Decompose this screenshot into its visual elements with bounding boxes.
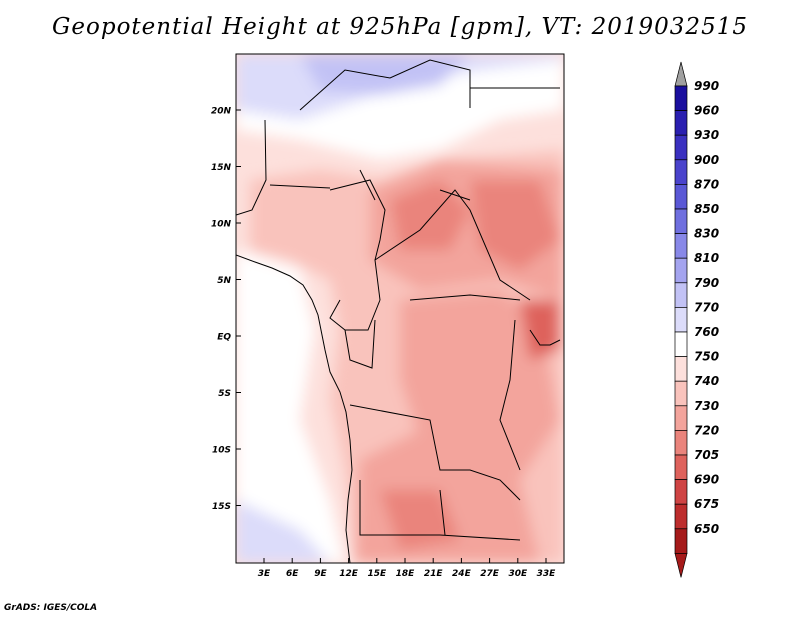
- colorbar-label: 730: [694, 399, 719, 413]
- colorbar-label: 850: [694, 202, 719, 216]
- colorbar-label: 690: [694, 473, 719, 487]
- colorbar-label: 770: [694, 300, 719, 314]
- colorbar-label: 870: [694, 177, 719, 191]
- page-title: Geopotential Height at 925hPa [gpm], VT:…: [52, 14, 748, 40]
- colorbar-swatch: [674, 257, 688, 284]
- colorbar-min-triangle: [674, 553, 688, 578]
- colorbar-swatch: [674, 110, 688, 136]
- lon-tick-label: 27E: [480, 569, 500, 579]
- colorbar-label: 675: [694, 497, 719, 511]
- colorbar-swatch: [674, 85, 688, 111]
- colorbar-label: 650: [694, 522, 719, 536]
- colorbar-label: 720: [694, 423, 719, 437]
- lon-tick-label: 21E: [424, 569, 444, 579]
- colorbar: 990 960 930 900 870 850 830 810 790 770 760 750 740 7…: [674, 61, 719, 578]
- colorbar-swatch: [674, 528, 688, 554]
- colorbar-label: 900: [694, 153, 719, 167]
- lat-tick-label: 20N: [211, 107, 232, 117]
- colorbar-label: 810: [694, 251, 719, 265]
- lon-tick-label: 30E: [508, 569, 528, 579]
- lat-tick-label: 15S: [212, 502, 231, 512]
- lat-tick-label: 10N: [211, 220, 232, 230]
- lon-tick-label: 33E: [537, 569, 557, 579]
- colorbar-label: 990: [694, 79, 719, 93]
- colorbar-swatch: [674, 356, 688, 382]
- colorbar-label: 705: [694, 448, 719, 462]
- lon-tick-label: 9E: [314, 569, 327, 579]
- colorbar-swatch: [674, 479, 688, 505]
- colorbar-swatch: [674, 405, 688, 431]
- colorbar-label: 930: [694, 128, 719, 142]
- colorbar-swatch: [674, 331, 688, 357]
- lat-tick-label: EQ: [217, 333, 231, 343]
- colorbar-swatch: [674, 430, 688, 456]
- lon-tick-label: 12E: [339, 569, 359, 579]
- colorbar-swatch: [674, 233, 688, 259]
- longitude-axis: 3E 6E 9E 12E 15E 18E 21E 24E 27E 30E 33E: [258, 558, 556, 579]
- colorbar-swatch: [674, 134, 688, 161]
- colorbar-swatch: [674, 307, 688, 333]
- colorbar-label: 960: [694, 104, 719, 118]
- colorbar-swatch: [674, 208, 688, 234]
- latitude-axis: 20N 15N 10N 5N EQ 5S 10S 15S: [211, 107, 241, 512]
- colorbar-max-triangle: [674, 61, 688, 87]
- lat-tick-label: 15N: [211, 163, 232, 173]
- colorbar-label: 760: [694, 325, 719, 339]
- colorbar-swatch: [674, 380, 688, 407]
- lat-tick-label: 10S: [212, 446, 231, 456]
- lon-tick-label: 18E: [396, 569, 416, 579]
- colorbar-swatch: [674, 282, 688, 308]
- lon-tick-label: 6E: [286, 569, 299, 579]
- colorbar-label: 750: [694, 350, 719, 364]
- footer-credit: GrADS: IGES/COLA: [4, 603, 98, 613]
- map-area: [236, 54, 564, 563]
- lon-tick-label: 24E: [452, 569, 472, 579]
- colorbar-swatch: [674, 159, 688, 185]
- lon-tick-label: 3E: [258, 569, 271, 579]
- colorbar-label: 790: [694, 276, 719, 290]
- lat-tick-label: 5N: [217, 276, 231, 286]
- lat-tick-label: 5S: [218, 389, 231, 399]
- colorbar-swatch: [674, 503, 688, 530]
- colorbar-swatch: [674, 454, 688, 480]
- colorbar-swatch: [674, 184, 688, 210]
- colorbar-label: 740: [694, 374, 719, 388]
- map-frame: [235, 53, 565, 564]
- lon-tick-label: 15E: [367, 569, 387, 579]
- colorbar-label: 830: [694, 227, 719, 241]
